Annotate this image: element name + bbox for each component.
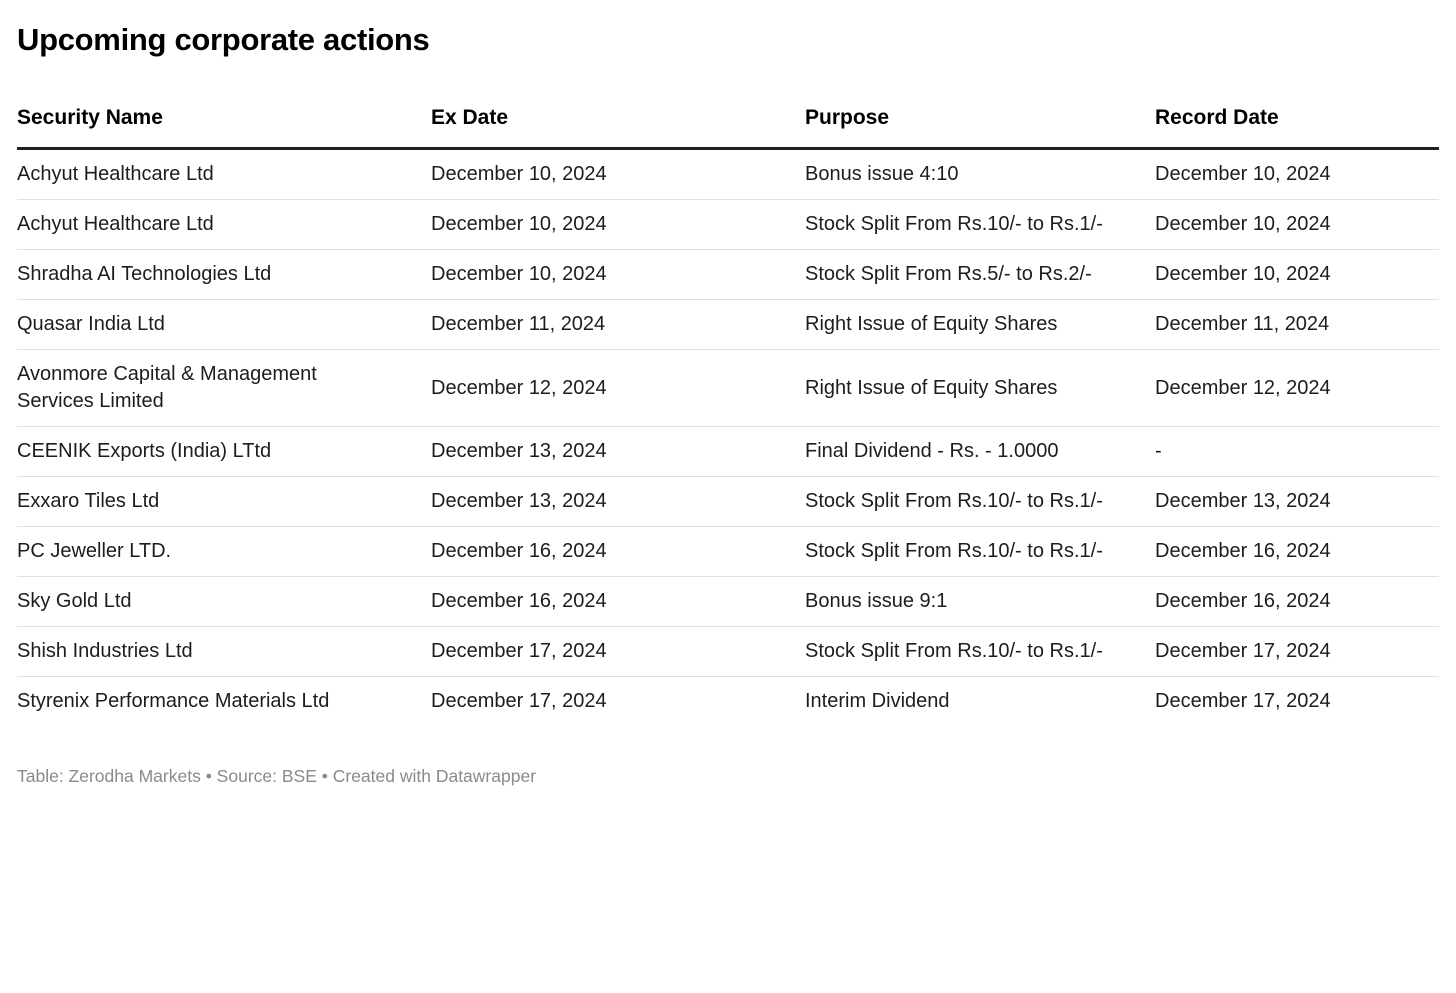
cell-record_date: December 12, 2024 [1155, 349, 1439, 427]
cell-security: Quasar India Ltd [17, 299, 431, 350]
cell-ex_date: December 10, 2024 [431, 199, 805, 250]
cell-record_date: December 17, 2024 [1155, 690, 1331, 712]
cell-purpose: Stock Split From Rs.5/- to Rs.2/- [805, 249, 1155, 300]
cell-purpose: Interim Dividend [805, 690, 950, 712]
table-row: Shish Industries Ltd December 17, 2024 Sto… [17, 626, 1439, 677]
cell-security: Shradha AI Technologies Ltd [17, 249, 431, 300]
cell-security: Exxaro Tiles Ltd [17, 476, 431, 527]
cell-ex_date: December 11, 2024 [431, 299, 805, 350]
table-row: Quasar India Ltd December 11, 2024 Right I… [17, 299, 1439, 350]
table-row: Achyut Healthcare Ltd December 10, 2024 St… [17, 199, 1439, 250]
cell-record_date: December 10, 2024 [1155, 249, 1439, 300]
page-title: Upcoming corporate actions [17, 22, 430, 57]
cell-record_date: December 10, 2024 [1155, 199, 1439, 250]
cell-ex_date: December 16, 2024 [431, 576, 805, 627]
table-body: Achyut Healthcare Ltd December 10, 2024 Bo… [17, 148, 1439, 727]
cell-record_date: December 11, 2024 [1155, 299, 1439, 350]
attribution-footer: Table: Zerodha Markets • Source: BSE • C… [17, 766, 537, 786]
cell-purpose: Right Issue of Equity Shares [805, 299, 1155, 350]
cell-ex_date: December 10, 2024 [431, 249, 805, 300]
cell-purpose: Bonus issue 4:10 [805, 148, 1155, 200]
table-row: Shradha AI Technologies Ltd December 10, … [17, 249, 1439, 300]
cell-security: CEENIK Exports (India) LTtd [17, 426, 431, 477]
cell-purpose: Stock Split From Rs.10/- to Rs.1/- [805, 526, 1155, 577]
cell-purpose: Stock Split From Rs.10/- to Rs.1/- [805, 199, 1155, 250]
cell-ex_date: December 13, 2024 [431, 426, 805, 477]
column-header-ex_date: Ex Date [431, 106, 805, 150]
column-header-security: Security Name [17, 106, 431, 150]
cell-security: Achyut Healthcare Ltd [17, 148, 431, 200]
cell-security: Achyut Healthcare Ltd [17, 199, 431, 250]
cell-purpose: Right Issue of Equity Shares [805, 349, 1155, 427]
cell-record_date: December 17, 2024 [1155, 626, 1439, 677]
table-header-row: Security Name Ex Date Purpose Record Date [17, 106, 1439, 150]
cell-security: Shish Industries Ltd [17, 626, 431, 677]
cell-ex_date: December 16, 2024 [431, 526, 805, 577]
cell-ex_date: December 17, 2024 [431, 626, 805, 677]
cell-purpose: Stock Split From Rs.10/- to Rs.1/- [805, 476, 1155, 527]
cell-record_date: December 16, 2024 [1155, 526, 1439, 577]
column-header-purpose: Purpose [805, 106, 1155, 150]
table-row: CEENIK Exports (India) LTtd December 13, … [17, 426, 1439, 477]
cell-purpose: Bonus issue 9:1 [805, 576, 1155, 627]
corporate-actions-table: Security Name Ex Date Purpose Record Date A… [17, 106, 1439, 726]
cell-record_date: December 13, 2024 [1155, 476, 1439, 527]
cell-security: Styrenix Performance Materials Ltd [17, 690, 330, 712]
cell-record_date: - [1155, 426, 1439, 477]
cell-ex_date: December 12, 2024 [431, 349, 805, 427]
table-row: PC Jeweller LTD. December 16, 2024 Stock S… [17, 526, 1439, 577]
cell-ex_date: December 17, 2024 [431, 690, 607, 712]
table-row: Sky Gold Ltd December 16, 2024 Bonus issue… [17, 576, 1439, 627]
cell-security: PC Jeweller LTD. [17, 526, 431, 577]
cell-ex_date: December 13, 2024 [431, 476, 805, 527]
table-row: Achyut Healthcare Ltd December 10, 2024 Bo… [17, 148, 1439, 200]
cell-security: Avonmore Capital & Management Services L… [17, 349, 431, 427]
column-header-record_date: Record Date [1155, 106, 1439, 150]
cell-purpose: Stock Split From Rs.10/- to Rs.1/- [805, 626, 1155, 677]
table-row: Styrenix Performance Materials Ltd Decemb… [17, 677, 1439, 727]
cell-record_date: December 10, 2024 [1155, 148, 1439, 200]
cell-record_date: December 16, 2024 [1155, 576, 1439, 627]
table-row: Avonmore Capital & Management Services L… [17, 349, 1439, 427]
table-row: Exxaro Tiles Ltd December 13, 2024 Stock S… [17, 476, 1439, 527]
cell-security: Sky Gold Ltd [17, 576, 431, 627]
cell-ex_date: December 10, 2024 [431, 148, 805, 200]
cell-purpose: Final Dividend - Rs. - 1.0000 [805, 426, 1155, 477]
